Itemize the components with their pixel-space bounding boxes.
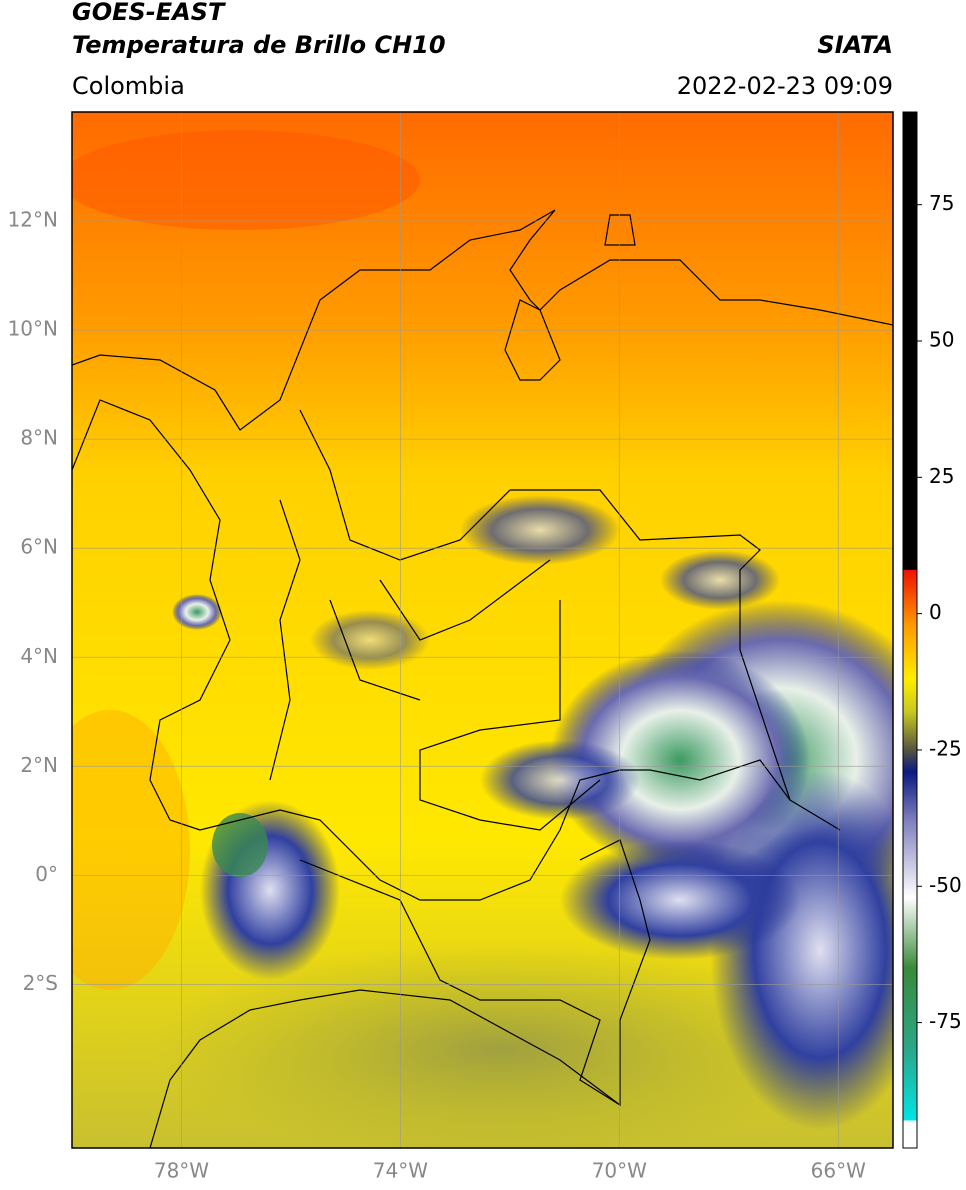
- colorbar-label: -75: [929, 1009, 962, 1033]
- lat-label: 2°S: [23, 971, 58, 995]
- colorbar: [902, 111, 918, 1149]
- lat-label: 2°N: [20, 753, 58, 777]
- lon-label: 70°W: [592, 1159, 647, 1183]
- lat-label: 10°N: [8, 317, 58, 341]
- colorbar-label: 0: [929, 600, 942, 624]
- colorbar-label: -50: [929, 873, 962, 897]
- graticule: [72, 112, 893, 1148]
- map-frame: [71, 111, 894, 1149]
- title: GOES-EAST: [72, 0, 226, 26]
- lat-label: 0°: [35, 862, 58, 886]
- satellite-image: [72, 112, 893, 1148]
- colorbar-label: -25: [929, 736, 962, 760]
- source: SIATA: [817, 31, 893, 59]
- subtitle: Temperatura de Brillo CH10: [72, 31, 446, 59]
- lon-label: 74°W: [373, 1159, 428, 1183]
- timestamp: 2022-02-23 09:09: [677, 72, 893, 100]
- lat-label: 8°N: [20, 426, 58, 450]
- colorbar-label: 75: [929, 191, 954, 215]
- lon-label: 66°W: [811, 1159, 866, 1183]
- lon-label: 78°W: [154, 1159, 209, 1183]
- lat-label: 12°N: [8, 208, 58, 232]
- region: Colombia: [72, 72, 185, 100]
- colorbar-label: 50: [929, 328, 954, 352]
- lat-label: 6°N: [20, 535, 58, 559]
- lat-label: 4°N: [20, 644, 58, 668]
- colorbar-label: 25: [929, 464, 954, 488]
